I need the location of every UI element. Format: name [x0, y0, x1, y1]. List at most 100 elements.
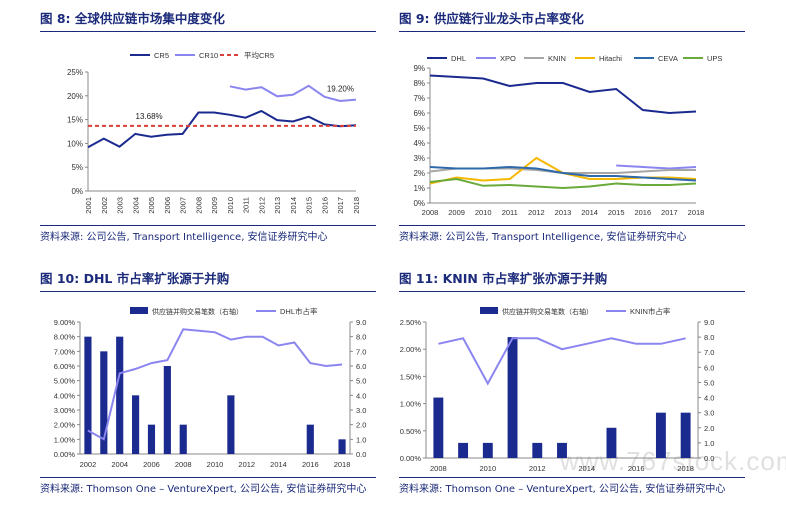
y-tick-label-right: 4.0: [356, 391, 366, 400]
y-tick-label: 20%: [67, 92, 83, 101]
bar: [433, 397, 444, 458]
y-tick-label: 0%: [413, 199, 425, 208]
x-tick-label: 2004: [111, 460, 128, 469]
x-tick-label: 2014: [578, 464, 595, 473]
y-tick-label: 10%: [67, 139, 83, 148]
x-tick-label: 2008: [430, 464, 447, 473]
x-tick-label: 2012: [238, 460, 255, 469]
legend-swatch: [480, 307, 498, 314]
bar: [306, 424, 314, 454]
legend-swatch: [130, 307, 148, 314]
legend-label: XPO: [500, 54, 516, 63]
legend-label: 供应链并购交易笔数（右轴）: [152, 307, 243, 316]
bar: [655, 412, 666, 458]
y-tick-label: 0%: [71, 187, 83, 196]
series-line-1: [229, 84, 357, 103]
series-line-5: [429, 177, 697, 190]
bar: [179, 424, 187, 454]
y-tick-label: 5%: [413, 124, 425, 133]
x-tick-label: 2003: [116, 197, 125, 214]
y-tick-label-right: 8.0: [704, 333, 714, 342]
y-tick-label: 2.00%: [54, 421, 76, 430]
x-tick-label: 2014: [289, 197, 298, 214]
title-rule: [40, 31, 376, 32]
chart-title: 图 9: 供应链行业龙头市占率变化: [399, 11, 584, 26]
x-tick-label: 2018: [334, 460, 351, 469]
y-tick-label: 8.00%: [54, 333, 76, 342]
y-tick-label-right: 5.0: [356, 377, 366, 386]
bar: [227, 395, 235, 454]
x-tick-label: 2018: [688, 208, 705, 217]
source-rule: [399, 225, 745, 226]
bar: [84, 336, 92, 454]
source-note: 资料来源: 公司公告, Transport Intelligence, 安信证券…: [399, 232, 687, 243]
legend-label: CR5: [154, 51, 169, 60]
y-tick-label-right: 1.0: [704, 439, 714, 448]
y-tick-label: 5%: [71, 163, 83, 172]
legend-label: 供应链并购交易笔数（右轴）: [502, 307, 593, 316]
series-line-0: [429, 74, 697, 115]
y-tick-label-right: 9.0: [356, 318, 366, 327]
x-tick-label: 2008: [175, 460, 192, 469]
y-tick-label: 1%: [413, 184, 425, 193]
data-label: 19.20%: [327, 85, 354, 94]
legend-label: UPS: [707, 54, 722, 63]
y-tick-label: 0.00%: [400, 454, 422, 463]
y-tick-label-right: 4.0: [704, 394, 714, 403]
x-tick-label: 2010: [479, 464, 496, 473]
series-line-4: [429, 165, 697, 182]
x-tick-label: 2009: [210, 197, 219, 214]
x-tick-label: 2006: [143, 460, 160, 469]
y-tick-label: 7.00%: [54, 347, 76, 356]
x-tick-label: 2018: [352, 197, 361, 214]
legend-label: DHL市占率: [280, 306, 318, 316]
y-tick-label: 2%: [413, 169, 425, 178]
y-tick-label: 15%: [67, 116, 83, 125]
chart-title: 图 11: KNIN 市占率扩张亦源于并购: [399, 271, 608, 286]
source-note: 资料来源: Thomson One – VentureXpert, 公司公告, …: [399, 484, 726, 495]
x-tick-label: 2002: [80, 460, 97, 469]
y-tick-label: 4%: [413, 139, 425, 148]
x-tick-label: 2001: [84, 197, 93, 214]
y-tick-label-right: 0.0: [704, 454, 714, 463]
y-tick-label-right: 9.0: [704, 318, 714, 327]
x-tick-label: 2009: [448, 208, 465, 217]
y-tick-label-right: 7.0: [356, 347, 366, 356]
x-tick-label: 2010: [226, 197, 235, 214]
y-tick-label-right: 0.0: [356, 450, 366, 459]
series-line-1: [616, 164, 697, 170]
y-tick-label: 0.50%: [400, 427, 422, 436]
series-line: [87, 328, 343, 441]
y-tick-label-right: 1.0: [356, 435, 366, 444]
x-tick-label: 2011: [242, 197, 251, 213]
legend-label: Hitachi: [599, 54, 622, 63]
bar: [557, 442, 567, 458]
y-tick-label-right: 3.0: [704, 409, 714, 418]
x-tick-label: 2016: [320, 197, 329, 214]
x-tick-label: 2007: [179, 197, 188, 214]
x-tick-label: 2016: [628, 464, 645, 473]
legend-label: CEVA: [658, 54, 678, 63]
y-tick-label: 5.00%: [54, 377, 76, 386]
y-tick-label: 4.00%: [54, 391, 76, 400]
x-tick-label: 2011: [502, 208, 518, 217]
y-tick-label: 1.50%: [400, 372, 422, 381]
y-tick-label: 3%: [413, 154, 425, 163]
bar: [532, 442, 543, 458]
y-tick-label: 6%: [413, 109, 425, 118]
y-tick-label-right: 8.0: [356, 333, 366, 342]
bar: [606, 427, 617, 458]
y-tick-label: 8%: [413, 79, 425, 88]
x-tick-label: 2014: [270, 460, 287, 469]
legend-label: CR10: [199, 51, 218, 60]
x-tick-label: 2017: [336, 197, 345, 214]
bar: [458, 442, 469, 458]
y-tick-label: 1.00%: [54, 435, 76, 444]
watermark: www.767stock.com: [560, 446, 786, 476]
y-tick-label-right: 5.0: [704, 378, 714, 387]
x-tick-label: 2016: [634, 208, 651, 217]
source-rule: [399, 477, 745, 478]
y-tick-label: 3.00%: [54, 406, 76, 415]
x-tick-label: 2012: [257, 197, 266, 214]
